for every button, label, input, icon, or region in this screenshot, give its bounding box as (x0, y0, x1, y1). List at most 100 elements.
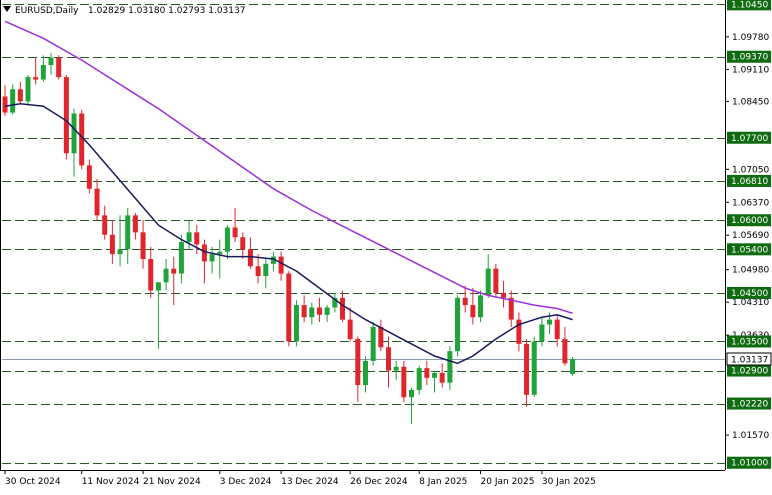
candle (255, 254, 261, 284)
candle (25, 74, 31, 104)
candle-body (278, 256, 284, 274)
current-price-box (726, 352, 772, 366)
candle (247, 237, 253, 269)
candle (79, 109, 85, 170)
date-tick-label: 11 Nov 2024 (82, 477, 140, 487)
candle (531, 336, 537, 398)
candle (270, 251, 276, 272)
candle-body (270, 256, 276, 264)
levels-layer (2, 4, 725, 464)
candle-body (25, 77, 31, 102)
candle (355, 336, 361, 403)
candle-body (462, 297, 468, 306)
candle (316, 297, 322, 323)
candle (378, 319, 384, 352)
candle-body (286, 273, 292, 342)
candle (48, 52, 54, 75)
candle (125, 208, 131, 264)
level-label: 1.04500 (731, 289, 768, 299)
candle-body (178, 242, 184, 274)
candle (178, 234, 184, 284)
candle (163, 259, 169, 291)
candle-body (56, 57, 62, 78)
candle-body (40, 64, 46, 80)
level-label: 1.07700 (731, 134, 768, 144)
candle-body (217, 251, 223, 255)
candle (109, 220, 115, 264)
candle (439, 363, 445, 388)
candle-body (554, 319, 560, 340)
candle-body (163, 268, 169, 283)
level-label: 1.03500 (731, 337, 768, 347)
candle-body (117, 249, 123, 255)
candle (370, 322, 376, 366)
date-tick-label: 3 Dec 2024 (220, 477, 272, 487)
candle-body (470, 305, 476, 318)
candle-body (125, 215, 131, 250)
candle (286, 271, 292, 347)
candle (493, 263, 499, 298)
candle-body (33, 77, 39, 80)
candle-body (478, 295, 484, 318)
candle-body (247, 249, 253, 267)
candle-body (263, 263, 269, 276)
price-tick-label: 1.06370 (732, 198, 769, 208)
candle (455, 295, 461, 357)
level-label-box (727, 456, 771, 469)
candle-body (516, 319, 522, 344)
level-label: 1.05400 (731, 245, 768, 255)
price-tick-label: 1.01570 (732, 431, 769, 441)
candle-body (324, 307, 330, 315)
candle (485, 254, 491, 298)
candle-body (501, 292, 507, 298)
candle (478, 290, 484, 323)
candles-layer (2, 52, 576, 424)
level-label-box (727, 131, 771, 144)
candle-body (362, 360, 368, 386)
candle-body (301, 305, 307, 318)
candle (432, 370, 438, 393)
candle (424, 360, 430, 386)
candle (240, 232, 246, 260)
candle-body (209, 254, 215, 262)
level-label: 1.09370 (731, 53, 768, 63)
candle (416, 365, 422, 395)
dropdown-triangle-icon[interactable] (3, 6, 11, 12)
candle-body (447, 351, 453, 383)
candle-body (547, 319, 553, 325)
candle (224, 225, 230, 260)
candle-body (570, 358, 576, 374)
ohlc-readout: 1.02829 1.03180 1.02793 1.03137 (88, 6, 245, 16)
candle (86, 159, 92, 194)
ma-slow-line (4, 20, 573, 315)
candle (232, 208, 238, 243)
candle (171, 256, 177, 306)
level-label-box (727, 397, 771, 410)
candle-body (109, 234, 115, 255)
candle (278, 251, 284, 281)
candle-body (485, 268, 491, 296)
candle-body (409, 389, 415, 398)
candle (570, 356, 576, 376)
candle (524, 339, 530, 407)
level-label: 1.10450 (731, 0, 768, 10)
candle (217, 239, 223, 279)
candle-body (401, 366, 407, 398)
candle-body (255, 266, 261, 276)
candle-body (10, 89, 16, 113)
date-tick-label: 30 Jan 2025 (542, 477, 596, 487)
candle-body (508, 297, 514, 320)
candle (263, 259, 269, 289)
level-label: 1.06810 (731, 177, 768, 187)
level-label: 1.06000 (731, 216, 768, 226)
price-tick-label: 1.08450 (732, 97, 769, 107)
candle (194, 225, 200, 255)
candle-body (386, 347, 391, 371)
candle-body (378, 326, 384, 348)
candle (409, 387, 415, 424)
level-label-box (727, 214, 771, 227)
candle (309, 302, 315, 325)
candle-body (148, 259, 154, 291)
candle (562, 326, 568, 366)
